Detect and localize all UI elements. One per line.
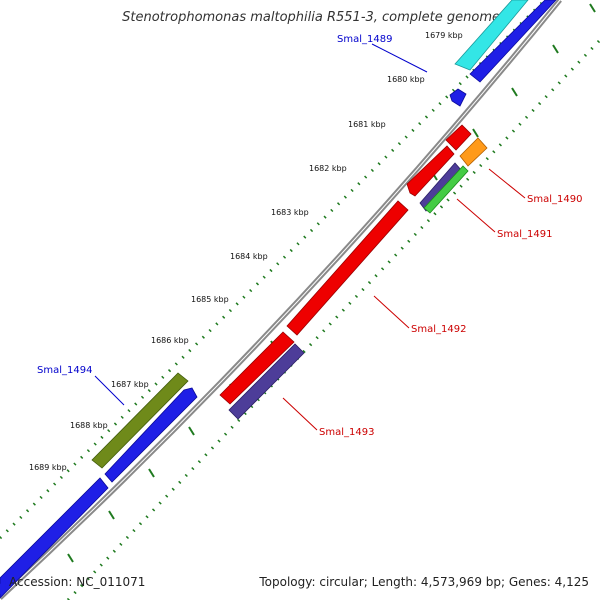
callout-line-smal-1492 bbox=[373, 295, 410, 329]
gene-small-forward[interactable] bbox=[449, 88, 467, 107]
major-tick bbox=[108, 510, 115, 520]
scale-label: 1687 kbp bbox=[111, 380, 149, 389]
scale-label: 1679 kbp bbox=[425, 31, 463, 40]
label-smal-1493[interactable]: Smal_1493 bbox=[319, 427, 374, 438]
backbone-highlight bbox=[0, 0, 560, 598]
callout-line-smal-1490 bbox=[488, 168, 526, 199]
label-smal-1490[interactable]: Smal_1490 bbox=[527, 194, 582, 205]
callout-line-smal-1494 bbox=[94, 375, 125, 406]
gene-smal-1490[interactable] bbox=[459, 137, 488, 167]
genome-summary-text: Topology: circular; Length: 4,573,969 bp… bbox=[259, 575, 589, 589]
gene-reverse-top[interactable] bbox=[445, 124, 472, 151]
callout-line-smal-1491 bbox=[456, 198, 496, 233]
gene-smal-1492[interactable] bbox=[286, 200, 409, 336]
gene-smal-1489[interactable] bbox=[469, 0, 557, 83]
scale-label: 1683 kbp bbox=[271, 208, 309, 217]
scale-label: 1681 kbp bbox=[348, 120, 386, 129]
gene-forward-edge[interactable] bbox=[0, 580, 6, 594]
gene-forward-1[interactable] bbox=[104, 387, 198, 483]
major-tick bbox=[67, 553, 74, 563]
major-tick bbox=[511, 87, 518, 97]
gene-reverse-c[interactable] bbox=[219, 331, 295, 405]
callout-lines bbox=[94, 43, 526, 431]
major-tick bbox=[552, 44, 559, 54]
major-tick bbox=[188, 426, 195, 436]
major-tick bbox=[148, 468, 155, 478]
genome-title: Stenotrophomonas maltophilia R551-3, com… bbox=[122, 10, 500, 25]
scale-label: 1680 kbp bbox=[387, 75, 425, 84]
scale-label: 1685 kbp bbox=[191, 295, 229, 304]
scale-label: 1684 kbp bbox=[230, 252, 268, 261]
scale-label: 1689 kbp bbox=[29, 463, 67, 472]
scale-labels: 1679 kbp 1680 kbp 1681 kbp 1682 kbp 1683… bbox=[29, 31, 463, 472]
label-smal-1492[interactable]: Smal_1492 bbox=[411, 324, 466, 335]
scale-label: 1686 kbp bbox=[151, 336, 189, 345]
inner-tick-track bbox=[66, 38, 600, 600]
gene-smal-1494[interactable] bbox=[91, 372, 189, 469]
label-smal-1489[interactable]: Smal_1489 bbox=[337, 34, 392, 45]
gene-reverse-a[interactable] bbox=[406, 145, 455, 197]
gene-smal-1491[interactable] bbox=[423, 165, 469, 214]
gene-labels: Smal_1489 Smal_1490 Smal_1491 Smal_1492 … bbox=[37, 34, 582, 438]
gene-smal-1493[interactable] bbox=[228, 343, 305, 420]
label-smal-1491[interactable]: Smal_1491 bbox=[497, 229, 552, 240]
scale-label: 1688 kbp bbox=[70, 421, 108, 430]
outer-tick-track bbox=[0, 0, 547, 540]
major-tick bbox=[589, 3, 596, 13]
scale-label: 1682 kbp bbox=[309, 164, 347, 173]
major-tick bbox=[472, 128, 479, 138]
gene-smal-1489-cds[interactable] bbox=[454, 0, 529, 71]
accession-text: Accession: NC_011071 bbox=[9, 575, 146, 589]
callout-line-smal-1493 bbox=[282, 397, 318, 431]
callout-line-smal-1489 bbox=[371, 43, 428, 73]
gene-forward-2[interactable] bbox=[0, 477, 109, 599]
label-smal-1494[interactable]: Smal_1494 bbox=[37, 365, 92, 376]
